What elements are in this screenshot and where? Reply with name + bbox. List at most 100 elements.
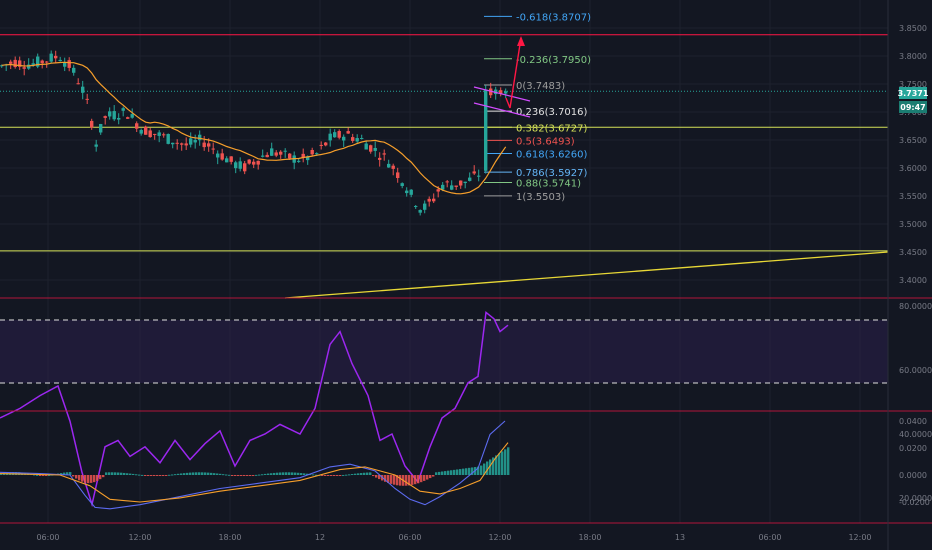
rsi-tick-2: 40.0000 — [899, 430, 932, 439]
macd-bar — [168, 474, 171, 476]
macd-bar — [78, 475, 81, 481]
macd-tick-2: 0.0000 — [899, 471, 927, 480]
macd-bar — [48, 474, 51, 476]
candle — [153, 133, 157, 140]
candle — [121, 106, 125, 117]
fib-label-8: 0.88(3.5741) — [516, 179, 581, 190]
candle — [193, 134, 197, 149]
time-tick-3: 12 — [315, 533, 325, 542]
macd-bar — [150, 475, 153, 476]
macd-bar — [180, 473, 183, 475]
candle — [499, 87, 503, 97]
macd-bar — [483, 463, 486, 475]
candle — [261, 149, 265, 158]
macd-bar — [114, 472, 117, 475]
macd-bar — [60, 473, 63, 475]
macd-bar — [276, 472, 279, 475]
candle — [279, 150, 283, 159]
macd-bar — [192, 472, 195, 475]
rsi-tick-0: 80.0000 — [899, 302, 932, 311]
macd-bar — [117, 472, 120, 475]
rsi-tick-1: 60.0000 — [899, 366, 932, 375]
macd-bar — [273, 472, 276, 475]
candle — [355, 134, 359, 143]
macd-bar — [246, 475, 249, 476]
macd-bar — [420, 475, 423, 483]
price-tick-0: 3.8500 — [899, 24, 927, 33]
candle — [108, 107, 112, 120]
macd-bar — [294, 472, 297, 475]
candle — [72, 64, 76, 76]
macd-bar — [87, 475, 90, 484]
candle — [427, 196, 431, 207]
price-axis[interactable]: 3.85003.80003.75003.70003.65003.60003.55… — [899, 24, 932, 507]
macd-bar — [159, 475, 162, 476]
macd-bar — [429, 475, 432, 479]
candle — [27, 58, 31, 70]
macd-bar — [465, 468, 468, 475]
fibonacci-retracement[interactable]: -0.618(3.8707) -0.236(3.7950) 0(3.7483) 0.2… — [484, 12, 591, 203]
macd-bar — [69, 472, 72, 475]
price-tick-5: 3.6000 — [899, 164, 927, 173]
candle — [49, 50, 53, 64]
macd-bar — [408, 475, 411, 486]
candle — [243, 160, 247, 175]
macd-bar — [285, 472, 288, 475]
macd-bar — [489, 459, 492, 475]
macd-bar — [141, 474, 144, 476]
macd-bar — [501, 451, 504, 475]
candle — [387, 159, 391, 168]
macd-bar — [438, 471, 441, 475]
candle — [319, 141, 323, 150]
macd-bar — [165, 475, 168, 476]
candle — [450, 180, 454, 191]
macd-bar — [93, 475, 96, 483]
candle — [157, 130, 161, 143]
macd-bar — [96, 475, 99, 481]
candle — [67, 57, 71, 72]
candle — [180, 142, 184, 151]
macd-bar — [81, 475, 84, 482]
macd-bar — [342, 474, 345, 476]
candle — [328, 128, 332, 147]
macd-bar — [243, 475, 246, 476]
macd-bar — [84, 475, 87, 483]
macd-bar — [204, 472, 207, 475]
candle — [117, 113, 121, 125]
candle — [459, 180, 463, 189]
signal-line — [0, 442, 509, 503]
candle — [90, 118, 94, 130]
candle — [85, 93, 89, 104]
macd-tick-0: 0.0400 — [899, 417, 927, 426]
macd-bar — [375, 475, 378, 478]
candle — [63, 57, 67, 72]
candle — [445, 179, 449, 188]
candle — [184, 137, 188, 150]
macd-bar — [108, 472, 111, 475]
candle — [234, 160, 238, 174]
macd-bar — [471, 467, 474, 475]
trendline[interactable] — [284, 251, 889, 299]
macd-bar — [462, 468, 465, 475]
macd-bar — [207, 472, 210, 475]
macd-bar — [366, 472, 369, 475]
macd-bar — [354, 473, 357, 475]
macd-bar — [270, 473, 273, 475]
macd-bar — [216, 473, 219, 475]
macd-tick-3: -0.0200 — [899, 498, 930, 507]
candle — [477, 169, 481, 182]
macd-bar — [282, 472, 285, 475]
candle — [324, 141, 328, 147]
fib-label-3: 0.236(3.7016) — [516, 107, 588, 118]
fib-label-5: 0.5(3.6493) — [516, 136, 575, 147]
time-axis[interactable]: 06:00 12:00 18:00 12 06:00 12:00 18:00 13 06:00 1… — [36, 533, 871, 542]
candle — [423, 200, 427, 214]
candle — [81, 80, 85, 100]
macd-bar — [411, 475, 414, 485]
time-tick-0: 06:00 — [36, 533, 59, 542]
macd-bar — [129, 473, 132, 475]
flag-channel — [473, 86, 531, 118]
candle — [364, 140, 368, 150]
candle — [484, 85, 488, 174]
